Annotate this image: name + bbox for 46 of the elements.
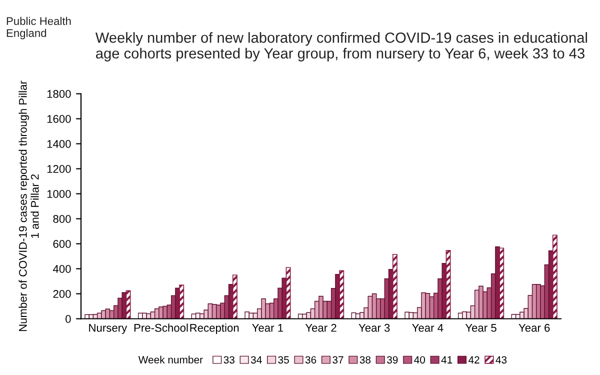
x-tick-label: Year 2: [305, 324, 336, 332]
legend-label: 39: [387, 356, 398, 364]
bar: [446, 250, 451, 319]
bar: [286, 267, 291, 319]
legend-label: 37: [332, 356, 344, 364]
x-tick-label: Year 1: [252, 324, 283, 332]
bar: [122, 292, 127, 319]
y-tick-label: 0: [66, 315, 71, 323]
bar: [232, 274, 238, 319]
legend-label: 40: [414, 356, 426, 364]
y-tick-label: 1400: [47, 140, 71, 148]
y-axis-title: Number of COVID-19 cases reported through Pillar 1 and Pillar 2: [18, 80, 39, 332]
legend-label: 34: [250, 356, 262, 364]
x-tick-label: Year 3: [358, 324, 390, 332]
bar: [261, 298, 266, 319]
y-tick-label: 400: [52, 265, 71, 273]
x-tick-label: Year 4: [412, 324, 444, 332]
x-tick-label: Pre-School: [134, 324, 188, 332]
y-tick-label: 1800: [47, 90, 71, 98]
legend-label: 41: [441, 356, 452, 364]
y-tick-label: 1200: [47, 165, 71, 173]
y-tick-label: 1600: [47, 115, 71, 123]
legend-label: 43: [496, 356, 507, 364]
text: Public Health England: [6, 16, 71, 40]
bar: [552, 234, 558, 319]
y-tick-label: 800: [53, 215, 71, 223]
x-tick-label: Year 5: [465, 324, 496, 332]
y-tick-label: 1000: [47, 190, 71, 198]
legend-label: 36: [305, 356, 316, 364]
y-tick-label: 600: [53, 240, 71, 248]
bar: [126, 290, 131, 319]
x-tick-label: Year 6: [518, 324, 550, 332]
bar: [339, 270, 344, 319]
bar: [421, 292, 426, 319]
chart-title: Weekly number of new laboratory confirmed COVID-19 cases in educational age cohorts presented by Year group, from nursery to Year 6, week 33 to 43: [95, 32, 587, 62]
legend-label: 33: [224, 356, 234, 364]
legend-label: 42: [468, 356, 480, 364]
x-tick-label: Nursery: [89, 324, 128, 334]
y-tick-label: 200: [53, 290, 71, 298]
legend-title: Week number: [138, 356, 203, 364]
x-tick-label: Reception: [190, 324, 239, 334]
bar: [392, 254, 398, 319]
legend-label: 35: [278, 356, 289, 364]
bar: [499, 248, 504, 319]
bar: [179, 284, 184, 319]
legend-label: 38: [360, 356, 371, 364]
